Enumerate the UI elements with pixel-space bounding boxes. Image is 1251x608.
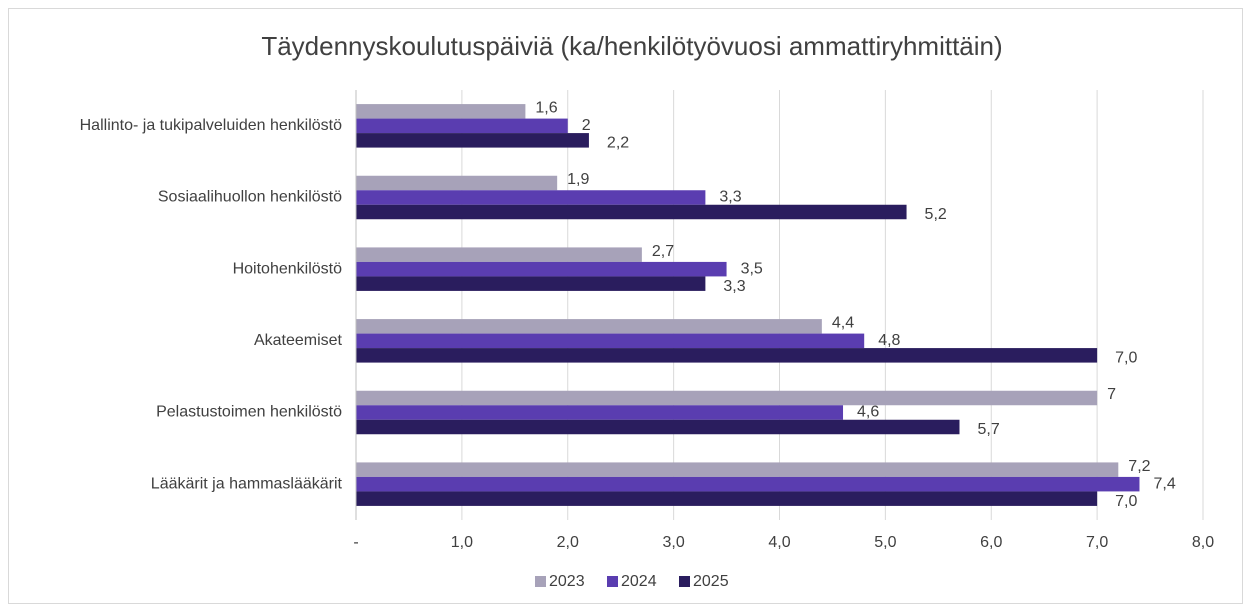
y-tick-label: Hoitohenkilöstö [233, 260, 343, 277]
chart-border [8, 8, 1243, 604]
x-tick-label: 3,0 [663, 534, 685, 551]
legend-label: 2023 [549, 573, 585, 590]
x-tick-label: 6,0 [980, 534, 1002, 551]
data-label: 5,2 [925, 206, 947, 223]
data-label: 4,4 [832, 315, 854, 332]
x-tick-label: 2,0 [557, 534, 579, 551]
data-label: 5,7 [977, 421, 999, 438]
data-label: 7,0 [1115, 350, 1137, 367]
data-label: 7,2 [1128, 458, 1150, 475]
data-label: 2,2 [607, 135, 629, 152]
bar [356, 405, 844, 420]
y-tick-label: Sosiaalihuollon henkilöstö [158, 189, 342, 206]
data-label: 3,3 [719, 189, 741, 206]
x-tick-label: 8,0 [1192, 534, 1214, 551]
data-label: 7 [1107, 386, 1116, 403]
bar [356, 261, 727, 277]
y-tick-label: Akateemiset [254, 332, 343, 349]
bar [356, 491, 1098, 506]
bar [356, 175, 558, 191]
y-tick-label: Hallinto- ja tukipalveluiden henkilöstö [80, 117, 342, 134]
data-label: 1,9 [567, 171, 589, 188]
data-label: 2 [582, 117, 591, 134]
bar [356, 476, 1140, 492]
data-label: 4,6 [857, 404, 879, 421]
bar [356, 104, 526, 119]
bar [356, 204, 907, 220]
x-tick-label: 4,0 [768, 534, 790, 551]
bar [356, 333, 865, 349]
bar [356, 247, 642, 262]
legend-label: 2024 [621, 573, 657, 590]
y-tick-label: Lääkärit ja hammaslääkärit [151, 475, 343, 492]
bar [356, 319, 822, 334]
bar [356, 133, 589, 148]
data-label: 1,6 [535, 100, 557, 117]
legend-label: 2025 [693, 573, 729, 590]
bar [356, 118, 568, 134]
x-tick-label: - [353, 534, 358, 551]
data-label: 4,8 [878, 332, 900, 349]
y-tick-label: Pelastustoimen henkilöstö [156, 404, 342, 421]
legend-swatch [679, 576, 690, 587]
bar [356, 390, 1098, 406]
data-label: 3,3 [723, 278, 745, 295]
bar [356, 462, 1119, 477]
bar [356, 276, 706, 291]
legend-swatch [607, 576, 618, 587]
bar [356, 190, 706, 205]
data-label: 7,0 [1115, 493, 1137, 510]
data-label: 7,4 [1153, 475, 1175, 492]
data-label: 3,5 [741, 260, 763, 277]
bar [356, 419, 960, 435]
x-tick-label: 7,0 [1086, 534, 1108, 551]
legend-swatch [535, 576, 546, 587]
x-tick-label: 5,0 [874, 534, 896, 551]
x-tick-label: 1,0 [451, 534, 473, 551]
chart-title: Täydennyskoulutuspäiviä (ka/henkilötyövu… [261, 31, 1002, 61]
bar [356, 348, 1098, 363]
data-label: 2,7 [652, 243, 674, 260]
